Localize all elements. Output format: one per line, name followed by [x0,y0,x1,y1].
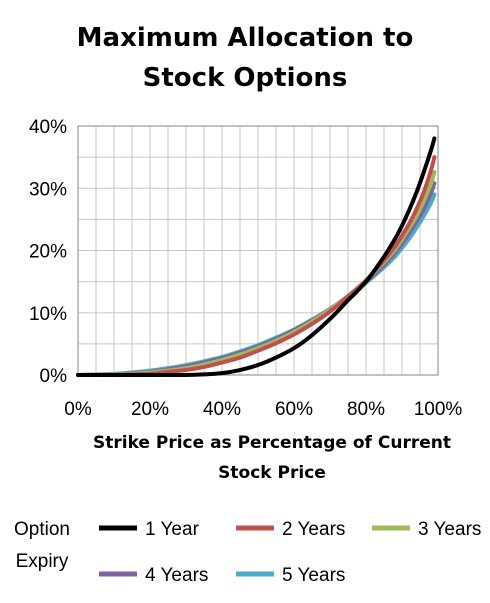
x-axis-label-line-2: Stock Price [218,463,326,483]
plot-border [77,125,439,376]
x-tick-label: 80% [347,399,385,420]
legend-item-2-years: 2 Years [236,519,345,540]
legend-item-1-year: 1 Year [99,519,200,540]
series-line-1-year [76,136,437,378]
x-tick-label: 40% [203,399,241,420]
legend-item-3-years: 3 Years [372,519,481,540]
x-tick-label: 60% [275,399,313,420]
chart-title: Maximum Allocation to Stock Options [77,23,414,93]
chart-title-line-1: Maximum Allocation to [77,23,414,53]
legend-label: 4 Years [145,565,208,586]
legend-label: 2 Years [282,519,345,540]
y-tick-label: 20% [29,242,67,263]
x-axis-ticks: 0% 20% 40% 60% 80% 100% [64,399,462,420]
legend-label: 1 Year [145,519,200,540]
y-tick-label: 30% [29,179,67,200]
series-line-4-years [76,181,437,377]
x-tick-label: 20% [131,399,169,420]
x-axis-label: Strike Price as Percentage of Current St… [93,433,451,483]
legend-label: 5 Years [282,565,345,586]
x-tick-label: 100% [414,399,463,420]
legend: Option Expiry 1 Year 2 Years 3 Years 4 Year… [14,519,481,586]
legend-title-line-2: Expiry [16,551,69,572]
legend-title-line-1: Option [14,519,70,540]
series-lines [76,136,437,378]
x-axis-label-line-1: Strike Price as Percentage of Current [93,433,451,453]
legend-label: 3 Years [418,519,481,540]
y-tick-label: 0% [40,366,68,387]
y-tick-label: 10% [29,304,67,325]
y-tick-label: 40% [29,117,67,138]
legend-item-5-years: 5 Years [236,565,345,586]
grid [78,126,438,375]
chart-title-line-2: Stock Options [143,63,348,93]
y-axis-ticks: 0% 10% 20% 30% 40% [29,117,67,387]
x-tick-label: 0% [64,399,92,420]
legend-item-4-years: 4 Years [99,565,208,586]
series-line-2-years [76,155,437,378]
